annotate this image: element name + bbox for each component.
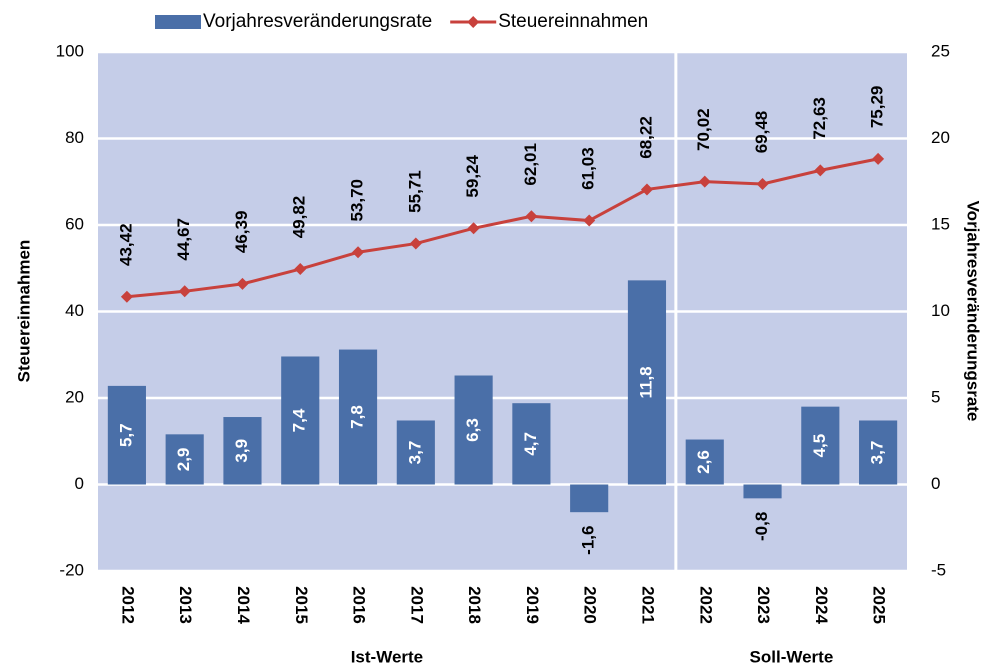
bar [512,403,551,485]
y2-tick-label: 20 [931,128,950,147]
x-tick-label: 2019 [523,586,542,624]
line-marker [236,277,249,290]
bar-value-label: 3,7 [868,441,887,465]
line [126,157,879,299]
line-value-label: 49,82 [290,196,309,239]
line-marker [756,177,769,190]
line-marker [178,285,191,298]
bar-value-label: 2,9 [174,448,193,472]
bar-value-label: -1,6 [579,526,598,555]
bar [859,420,898,485]
line-value-label: 55,71 [405,170,424,213]
bar [685,439,724,485]
line-value-label: 69,48 [752,111,771,154]
bar [281,356,320,485]
line-value-label: 75,29 [868,86,887,129]
line-value-label: 70,02 [694,108,713,151]
bar-value-label: 7,8 [348,405,367,429]
y-axis-label: Steuereinnahmen [14,240,33,383]
legend-swatch [155,15,201,29]
line-value-label: 62,01 [521,143,540,186]
y2-tick-label: 0 [931,474,940,493]
y2-tick-label: -5 [931,560,946,579]
y-tick-label: 100 [56,41,84,60]
bar-value-label: 4,7 [521,432,540,456]
bar-value-label: 3,9 [232,439,251,463]
line-marker [814,164,827,177]
bar [107,385,146,485]
y-tick-label: 60 [65,214,84,233]
y2-tick-label: 25 [931,41,950,60]
y2-tick-label: 10 [931,301,950,320]
bar [396,420,435,485]
x-tick-label: 2012 [118,586,137,624]
line-marker [583,214,596,227]
y-tick-label: 80 [65,128,84,147]
x-tick-label: 2015 [292,586,311,624]
bar [223,417,262,485]
line-marker [467,222,480,235]
line-value-label: 59,24 [463,154,482,197]
bar-value-label: 11,8 [636,366,655,398]
bar [454,375,493,485]
line-value-label: 68,22 [636,116,655,159]
x-tick-label: 2014 [234,586,253,624]
bar [338,349,378,485]
line-marker [409,237,422,250]
bar [627,280,667,485]
line-marker [872,152,885,165]
x-tick-label: 2018 [465,586,484,624]
y-tick-label: 0 [75,474,84,493]
x-tick-label: 2025 [870,586,889,624]
x-tick-label: 2022 [696,586,715,624]
legend-marker [467,16,480,28]
y-tick-label: 20 [65,387,84,406]
x-tick-label: 2017 [407,586,426,624]
line-value-label: 43,42 [116,223,135,266]
x-tick-label: 2021 [638,586,657,624]
bar [743,484,782,499]
y-tick-label: 40 [65,301,84,320]
x-tick-label: 2023 [754,586,773,624]
x-tick-label: 2016 [350,586,369,624]
line-value-label: 72,63 [810,97,829,140]
line-marker [120,290,133,303]
line-marker [640,183,653,196]
bar [801,406,840,485]
group-label: Soll-Werte [750,647,834,666]
y2-tick-label: 5 [931,387,940,406]
bar-value-label: 2,6 [694,450,713,474]
x-tick-label: 2013 [176,586,195,624]
bar-value-label: 4,5 [810,434,829,458]
group-label: Ist-Werte [351,647,423,666]
line-marker [525,210,538,223]
line-value-label: 61,03 [579,147,598,190]
bar-value-label: 7,4 [290,408,309,432]
bar [570,484,609,513]
line-marker [698,175,711,188]
legend-label: Vorjahresveränderungsrate [203,11,432,32]
legend-label: Steuereinnahmen [498,11,648,32]
line-value-label: 46,39 [232,211,251,254]
y2-tick-label: 15 [931,214,950,233]
bar-value-label: -0,8 [752,512,771,541]
line-value-label: 53,70 [348,179,367,222]
bar [165,434,204,485]
bar-value-label: 5,7 [116,423,135,447]
y-tick-label: -20 [59,560,84,579]
x-tick-label: 2020 [581,586,600,624]
bar-value-label: 6,3 [463,418,482,442]
line-marker [352,246,365,259]
y2-axis-label: Vorjahresveränderungsrate [964,201,983,422]
bar-value-label: 3,7 [405,441,424,465]
x-tick-label: 2024 [812,586,831,624]
line-marker [294,263,307,276]
line-value-label: 44,67 [174,218,193,261]
